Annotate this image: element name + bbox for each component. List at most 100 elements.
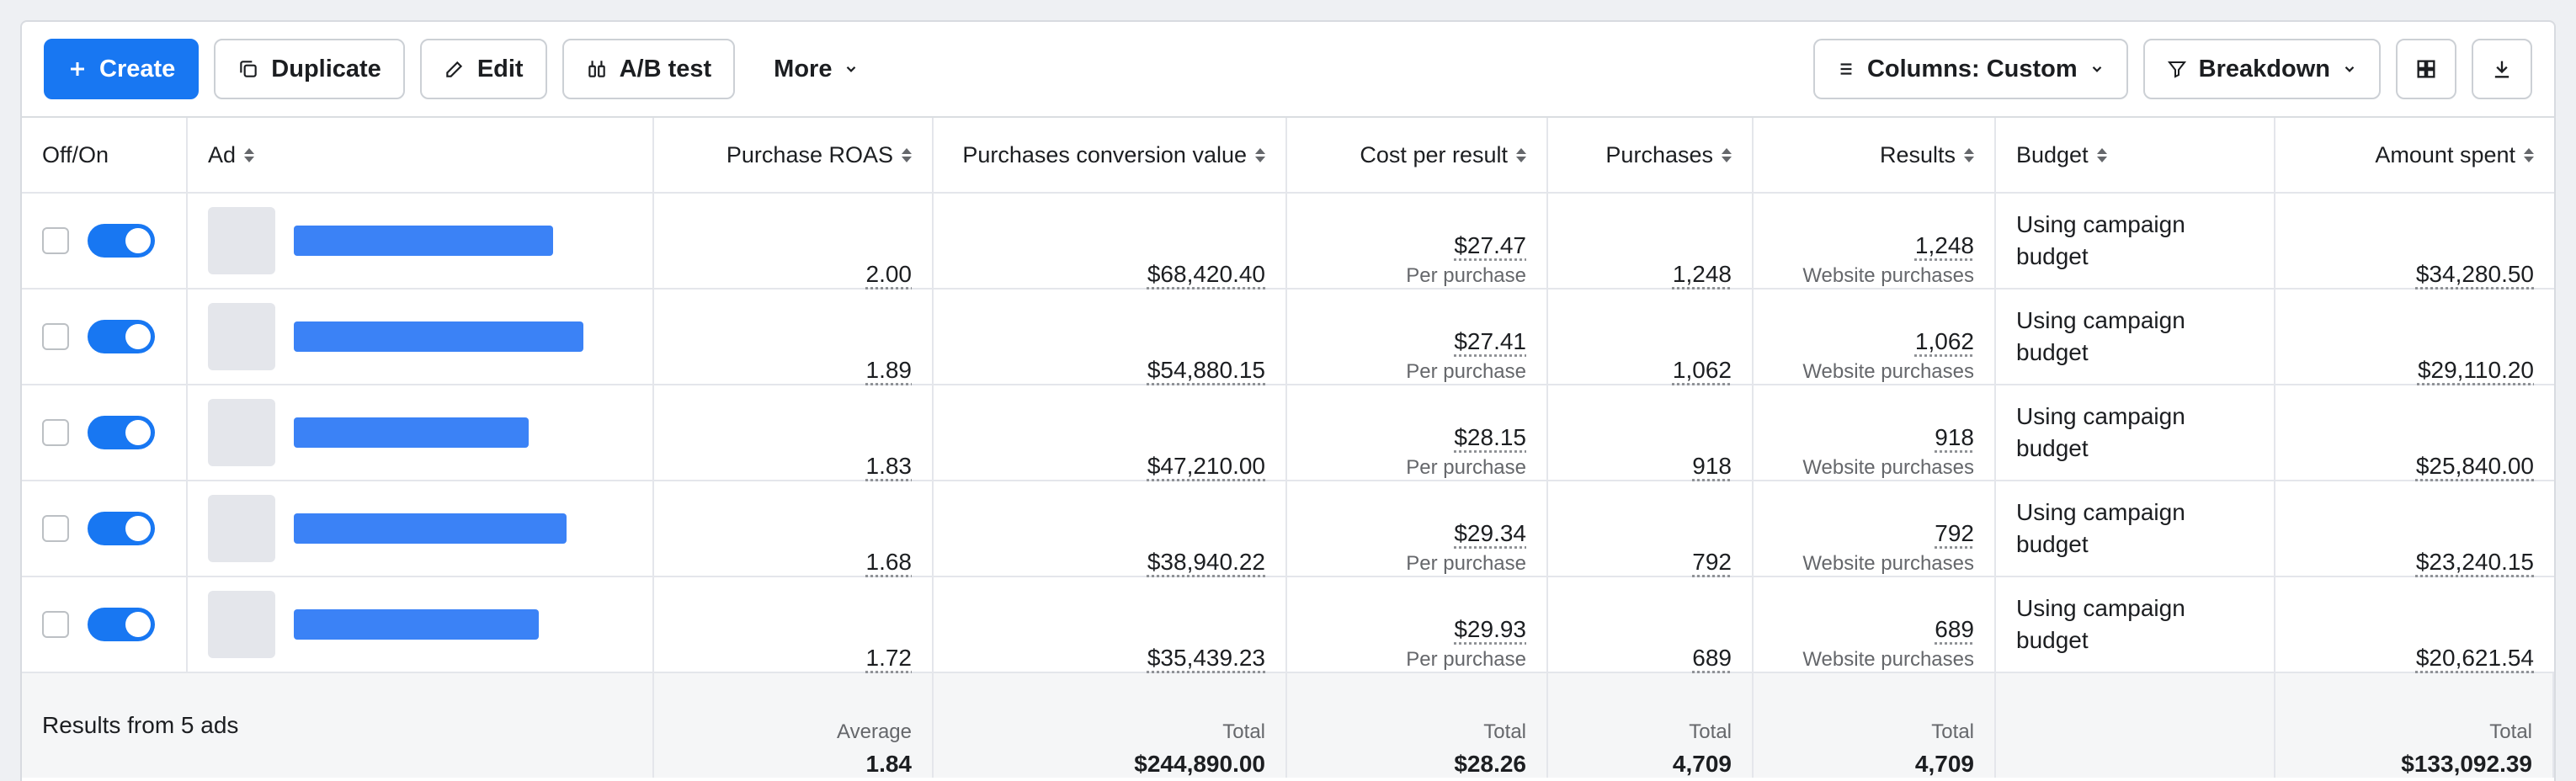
- more-button[interactable]: More: [750, 39, 883, 99]
- spent-value[interactable]: $34,280.50: [2415, 261, 2534, 287]
- ad-toggle[interactable]: [88, 416, 155, 449]
- footer-cpr: Total $28.26: [1287, 673, 1548, 778]
- budget-line-2: budget: [2016, 627, 2089, 653]
- header-ad[interactable]: Ad: [188, 118, 654, 194]
- results-value[interactable]: 1,062: [1914, 328, 1974, 354]
- conv-value[interactable]: $38,940.22: [1147, 549, 1265, 575]
- toolbar-right: Columns: Custom Breakdown: [1812, 39, 2532, 99]
- spent-cell: $20,621.54: [2275, 577, 2554, 673]
- row-checkbox[interactable]: [42, 227, 69, 254]
- conv-value[interactable]: $54,880.15: [1147, 357, 1265, 383]
- budget-line-1: Using campaign: [2016, 499, 2185, 525]
- row-checkbox[interactable]: [42, 515, 69, 542]
- footer-purchases-label: Total: [1689, 720, 1732, 743]
- row-checkbox[interactable]: [42, 323, 69, 350]
- results-cell: 689 Website purchases: [1754, 577, 1996, 673]
- ad-toggle[interactable]: [88, 224, 155, 258]
- ad-toggle[interactable]: [88, 320, 155, 353]
- pencil-icon: [446, 61, 462, 77]
- roas-value[interactable]: 1.89: [865, 357, 913, 383]
- duplicate-button[interactable]: Duplicate: [214, 39, 405, 99]
- download-button[interactable]: [2472, 39, 2532, 99]
- budget-cell: Using campaign budget: [1996, 385, 2275, 481]
- results-cell: 792 Website purchases: [1754, 481, 1996, 577]
- ad-toggle[interactable]: [88, 512, 155, 545]
- conv-value[interactable]: $35,439.23: [1147, 645, 1265, 671]
- ad-cell[interactable]: [188, 194, 654, 290]
- ad-thumbnail: [208, 303, 275, 370]
- sort-icon: [1722, 147, 1732, 162]
- ab-test-button[interactable]: A/B test: [562, 39, 736, 99]
- cpr-cell: $28.15 Per purchase: [1287, 385, 1548, 481]
- cpr-value[interactable]: $29.34: [1454, 520, 1526, 546]
- header-results[interactable]: Results: [1754, 118, 1996, 194]
- purchases-value[interactable]: 1,062: [1672, 357, 1732, 383]
- edit-button[interactable]: Edit: [419, 39, 547, 99]
- row-select: [22, 290, 188, 385]
- header-budget[interactable]: Budget: [1996, 118, 2275, 194]
- results-value[interactable]: 689: [1935, 616, 1974, 642]
- purchases-value[interactable]: 689: [1692, 645, 1732, 671]
- purchases-value[interactable]: 918: [1692, 453, 1732, 479]
- ad-name-bar[interactable]: [294, 321, 583, 352]
- header-roas[interactable]: Purchase ROAS: [654, 118, 934, 194]
- conv-value[interactable]: $68,420.40: [1147, 261, 1265, 287]
- cpr-sub: Per purchase: [1406, 360, 1526, 383]
- ad-name-bar[interactable]: [294, 417, 529, 448]
- breakdown-label: Breakdown: [2198, 55, 2330, 82]
- cpr-value[interactable]: $28.15: [1454, 424, 1526, 450]
- ad-name-bar[interactable]: [294, 609, 539, 640]
- ad-name-bar[interactable]: [294, 226, 553, 256]
- ads-table: Off/On Ad Purchase ROAS Purchases conver…: [22, 118, 2554, 778]
- purchases-value[interactable]: 1,248: [1672, 261, 1732, 287]
- spent-value[interactable]: $29,110.20: [2417, 357, 2534, 383]
- conv-value[interactable]: $47,210.00: [1147, 453, 1265, 479]
- ad-cell[interactable]: [188, 577, 654, 673]
- header-conv-value-label: Purchases conversion value: [962, 141, 1247, 167]
- columns-label: Columns: Custom: [1866, 55, 2078, 82]
- spent-value[interactable]: $20,621.54: [2415, 645, 2534, 671]
- more-label: More: [774, 55, 833, 82]
- header-spent[interactable]: Amount spent: [2275, 118, 2554, 194]
- cpr-value[interactable]: $29.93: [1454, 616, 1526, 642]
- columns-button[interactable]: Columns: Custom: [1812, 39, 2128, 99]
- roas-value[interactable]: 1.68: [865, 549, 913, 575]
- ad-cell[interactable]: [188, 385, 654, 481]
- header-purchases[interactable]: Purchases: [1548, 118, 1754, 194]
- header-cpr-label: Cost per result: [1360, 141, 1508, 167]
- ad-toggle[interactable]: [88, 608, 155, 641]
- ad-name-bar[interactable]: [294, 513, 567, 544]
- roas-value[interactable]: 2.00: [865, 261, 913, 287]
- results-value[interactable]: 918: [1935, 424, 1974, 450]
- breakdown-button[interactable]: Breakdown: [2142, 39, 2381, 99]
- spent-value[interactable]: $25,840.00: [2415, 453, 2534, 479]
- header-offon: Off/On: [22, 118, 188, 194]
- footer-spent-value: $133,092.39: [2401, 751, 2532, 777]
- ad-cell[interactable]: [188, 481, 654, 577]
- roas-value[interactable]: 1.72: [865, 645, 913, 671]
- header-conv-value[interactable]: Purchases conversion value: [934, 118, 1287, 194]
- cpr-value[interactable]: $27.41: [1454, 328, 1526, 354]
- ab-test-label: A/B test: [619, 55, 712, 82]
- filter-icon: [2167, 61, 2186, 78]
- row-checkbox[interactable]: [42, 419, 69, 446]
- purchases-value[interactable]: 792: [1692, 549, 1732, 575]
- row-checkbox[interactable]: [42, 611, 69, 638]
- create-label: Create: [99, 55, 176, 82]
- sort-icon: [1255, 147, 1265, 162]
- results-cell: 918 Website purchases: [1754, 385, 1996, 481]
- ad-cell[interactable]: [188, 290, 654, 385]
- create-button[interactable]: Create: [44, 39, 200, 99]
- roas-value[interactable]: 1.83: [865, 453, 913, 479]
- footer-cpr-value: $28.26: [1454, 751, 1526, 777]
- cpr-sub: Per purchase: [1406, 456, 1526, 479]
- budget-line-1: Using campaign: [2016, 211, 2185, 237]
- grid-view-button[interactable]: [2396, 39, 2456, 99]
- footer-roas: Average 1.84: [654, 673, 934, 778]
- results-value[interactable]: 1,248: [1914, 232, 1974, 258]
- footer-purchases: Total 4,709: [1548, 673, 1754, 778]
- spent-value[interactable]: $23,240.15: [2415, 549, 2534, 575]
- header-cpr[interactable]: Cost per result: [1287, 118, 1548, 194]
- results-value[interactable]: 792: [1935, 520, 1974, 546]
- cpr-value[interactable]: $27.47: [1454, 232, 1526, 258]
